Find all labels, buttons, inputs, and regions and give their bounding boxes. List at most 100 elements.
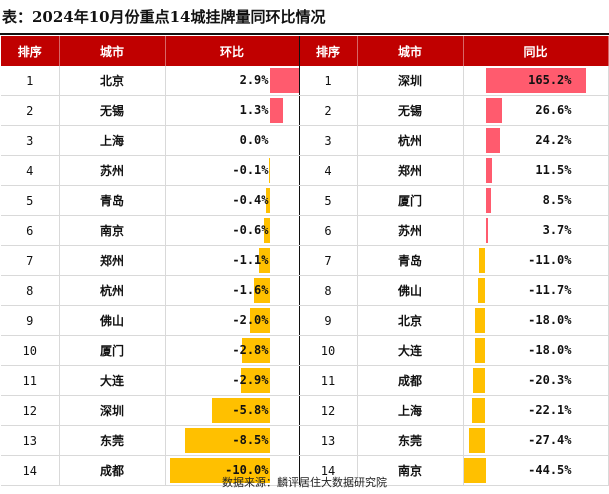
mom-city: 青岛 xyxy=(59,185,166,216)
yoy-value-cell: -18.0% xyxy=(463,335,609,366)
yoy-bar xyxy=(485,218,488,243)
yoy-city: 大连 xyxy=(357,335,464,366)
yoy-value-cell: 26.6% xyxy=(463,95,609,126)
mom-value-text: -2.0% xyxy=(232,313,269,327)
mom-value-text: 0.0% xyxy=(239,133,269,147)
mom-bar xyxy=(253,278,270,303)
yoy-value-cell: -18.0% xyxy=(463,305,609,336)
table-row: 10 厦门 -2.8% 10 大连 -18.0% xyxy=(1,335,609,366)
yoy-city: 郑州 xyxy=(357,155,464,186)
header-yoy-city: 城市 xyxy=(357,36,464,66)
yoy-bar xyxy=(474,338,486,363)
table-row: 14 成都 -10.0% 14 南京 -44.5% xyxy=(1,455,609,486)
yoy-value-cell: 3.7% xyxy=(463,215,609,246)
mom-bar xyxy=(169,458,270,483)
mom-value-cell: -2.9% xyxy=(165,365,300,396)
ranking-table: 排序 城市 环比 排序 城市 同比 1 北京 2.9% 1 深圳 165.2% 2 无锡 1.3… xyxy=(1,36,609,486)
mom-bar xyxy=(240,368,270,393)
mom-city: 北京 xyxy=(59,66,166,96)
mom-city: 郑州 xyxy=(59,245,166,276)
yoy-value-text: 24.2% xyxy=(535,133,572,147)
yoy-bar xyxy=(478,278,486,303)
mom-value-text: -5.8% xyxy=(232,403,269,417)
yoy-bar xyxy=(472,398,486,423)
mom-value-text: 1.3% xyxy=(239,103,269,117)
mom-bar xyxy=(258,248,270,273)
yoy-rank: 13 xyxy=(299,425,358,456)
yoy-value-cell: 8.5% xyxy=(463,185,609,216)
yoy-value-text: 26.6% xyxy=(535,103,572,117)
mom-value-text: -1.1% xyxy=(232,253,269,267)
mom-city: 东莞 xyxy=(59,425,166,456)
mom-city: 深圳 xyxy=(59,395,166,426)
yoy-value-text: 8.5% xyxy=(542,193,572,207)
mom-rank: 11 xyxy=(1,365,60,396)
mom-bar xyxy=(263,218,270,243)
mom-bar xyxy=(269,68,298,93)
yoy-city: 青岛 xyxy=(357,245,464,276)
yoy-rank: 1 xyxy=(299,66,358,96)
yoy-bar xyxy=(485,128,501,153)
yoy-bar xyxy=(468,428,486,453)
yoy-rank: 3 xyxy=(299,125,358,156)
yoy-value-text: -11.0% xyxy=(528,253,572,267)
yoy-bar xyxy=(463,458,486,483)
table-row: 12 深圳 -5.8% 12 上海 -22.1% xyxy=(1,395,609,426)
mom-rank: 4 xyxy=(1,155,60,186)
mom-bar xyxy=(265,188,270,213)
mom-value-cell: -2.8% xyxy=(165,335,300,366)
yoy-rank: 5 xyxy=(299,185,358,216)
table-row: 11 大连 -2.9% 11 成都 -20.3% xyxy=(1,365,609,396)
yoy-city: 南京 xyxy=(357,455,464,486)
yoy-rank: 7 xyxy=(299,245,358,276)
table-header-row: 排序 城市 环比 排序 城市 同比 xyxy=(1,36,609,66)
mom-city: 佛山 xyxy=(59,305,166,336)
table-row: 9 佛山 -2.0% 9 北京 -18.0% xyxy=(1,305,609,336)
mom-city: 大连 xyxy=(59,365,166,396)
table-row: 3 上海 0.0% 3 杭州 24.2% xyxy=(1,125,609,156)
mom-city: 无锡 xyxy=(59,95,166,126)
mom-value-cell: 0.0% xyxy=(165,125,300,156)
yoy-city: 杭州 xyxy=(357,125,464,156)
mom-bar xyxy=(184,428,270,453)
mom-bar xyxy=(249,308,270,333)
yoy-city: 无锡 xyxy=(357,95,464,126)
data-source-note: 数据来源：麟评居住大数据研究院 xyxy=(222,476,387,489)
mom-value-text: -8.5% xyxy=(232,433,269,447)
mom-city: 杭州 xyxy=(59,275,166,306)
mom-value-cell: -0.6% xyxy=(165,215,300,246)
yoy-rank: 12 xyxy=(299,395,358,426)
yoy-value-text: -11.7% xyxy=(528,283,572,297)
mom-rank: 8 xyxy=(1,275,60,306)
mom-bar xyxy=(269,98,283,123)
yoy-value-cell: -11.7% xyxy=(463,275,609,306)
header-yoy: 同比 xyxy=(463,36,609,66)
page-title: 表：2024年10月份重点14城挂牌量同环比情况 xyxy=(2,8,326,26)
yoy-value-text: 3.7% xyxy=(542,223,572,237)
yoy-rank: 2 xyxy=(299,95,358,126)
table-row: 4 苏州 -0.1% 4 郑州 11.5% xyxy=(1,155,609,186)
yoy-value-text: -20.3% xyxy=(528,373,572,387)
yoy-value-cell: 11.5% xyxy=(463,155,609,186)
yoy-city: 成都 xyxy=(357,365,464,396)
yoy-value-cell: -27.4% xyxy=(463,425,609,456)
yoy-value-cell: 24.2% xyxy=(463,125,609,156)
mom-city: 厦门 xyxy=(59,335,166,366)
yoy-city: 深圳 xyxy=(357,66,464,96)
yoy-bar xyxy=(473,368,486,393)
yoy-city: 北京 xyxy=(357,305,464,336)
mom-bar xyxy=(241,338,270,363)
mom-value-cell: -8.5% xyxy=(165,425,300,456)
yoy-value-cell: -20.3% xyxy=(463,365,609,396)
yoy-rank: 9 xyxy=(299,305,358,336)
mom-rank: 1 xyxy=(1,66,60,96)
mom-rank: 10 xyxy=(1,335,60,366)
mom-city: 南京 xyxy=(59,215,166,246)
mom-city: 苏州 xyxy=(59,155,166,186)
mom-rank: 9 xyxy=(1,305,60,336)
yoy-rank: 14 xyxy=(299,455,358,486)
yoy-city: 上海 xyxy=(357,395,464,426)
yoy-value-text: -44.5% xyxy=(528,463,572,477)
yoy-value-cell: -44.5% xyxy=(463,455,609,486)
mom-value-cell: -0.4% xyxy=(165,185,300,216)
